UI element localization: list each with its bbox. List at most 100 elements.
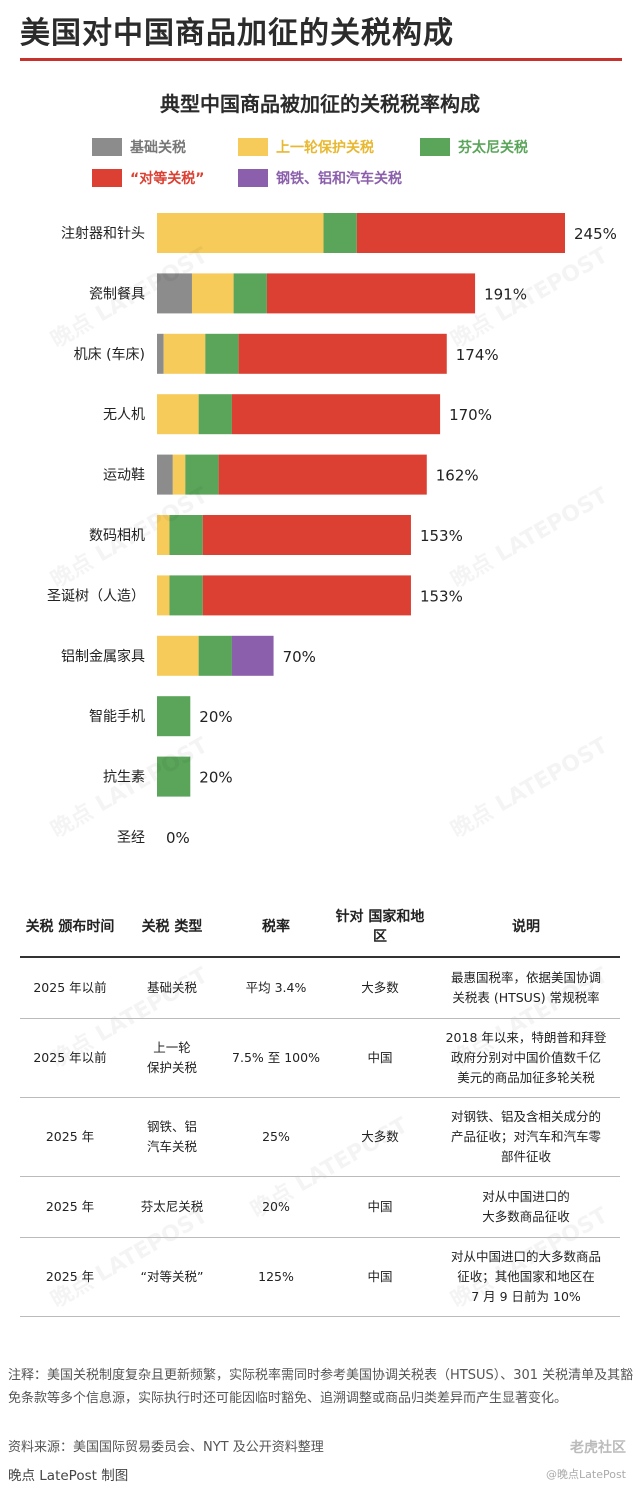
bar-segment-previous	[191, 273, 234, 314]
bar-value-label: 174%	[456, 346, 499, 364]
legend-swatch	[238, 138, 268, 156]
table-header: 针对 国家和地区	[328, 898, 432, 958]
bar-segment-fentanyl	[198, 635, 232, 676]
table-header: 关税 颁布时间	[20, 898, 120, 958]
tariff-table: 关税 颁布时间 关税 类型 税率 针对 国家和地区 说明 2025 年以前 基础…	[20, 898, 620, 1317]
table-cell: 钢铁、铝 汽车关税	[120, 1097, 224, 1177]
bar-segment-previous	[172, 454, 186, 495]
category-label: 瓷制餐具	[89, 286, 145, 302]
legend-swatch	[238, 169, 268, 187]
bar-segment-reciprocal	[202, 515, 411, 555]
table-cell: 平均 3.4%	[224, 957, 328, 1019]
bar-segment-base	[157, 333, 164, 374]
table-cell: 2025 年以前	[20, 1018, 120, 1098]
legend-item-previous: 上一轮保护关税	[238, 137, 374, 157]
legend-label: 上一轮保护关税	[276, 140, 374, 156]
table-header: 关税 类型	[120, 898, 224, 958]
table-cell: 中国	[328, 1018, 432, 1098]
bar-value-label: 20%	[199, 769, 232, 787]
table-cell: 最惠国税率，依据美国协调 关税表 (HTSUS) 常规税率	[432, 957, 620, 1019]
table-cell: 对钢铁、铝及含相关成分的 产品征收；对汽车和汽车零 部件征收	[432, 1097, 620, 1177]
table-row: 2025 年 芬太尼关税 20% 中国 对从中国进口的 大多数商品征收	[20, 1176, 620, 1238]
category-label: 抗生素	[103, 770, 145, 786]
bar-segment-reciprocal	[218, 454, 427, 495]
table-cell: 中国	[328, 1176, 432, 1238]
legend-label: “对等关税”	[130, 171, 205, 187]
bar-segment-previous	[157, 635, 199, 676]
legend-item-steel: 钢铁、铝和汽车关税	[238, 168, 402, 188]
table-cell: 2025 年以前	[20, 957, 120, 1019]
bar-value-label: 0%	[166, 829, 190, 847]
table-cell: 7.5% 至 100%	[224, 1018, 328, 1098]
table-header: 说明	[432, 898, 620, 958]
bar-segment-fentanyl	[157, 696, 191, 737]
bar-segment-reciprocal	[238, 333, 447, 374]
bar-segment-base	[157, 273, 192, 314]
bar-segment-previous	[163, 333, 206, 374]
table-cell: 2018 年以来，特朗普和拜登 政府分别对中国价值数千亿 美元的商品加征多轮关税	[432, 1018, 620, 1098]
table-row: 2025 年 “对等关税” 125% 中国 对从中国进口的大多数商品 征收；其他…	[20, 1237, 620, 1317]
chart-title: 典型中国商品被加征的关税税率构成	[160, 92, 480, 116]
bar-segment-steel	[231, 635, 274, 676]
category-label: 运动鞋	[103, 468, 145, 484]
bar-value-label: 191%	[484, 285, 527, 303]
table-header: 税率	[224, 898, 328, 958]
legend-item-fentanyl: 芬太尼关税	[420, 137, 528, 157]
bar-segment-reciprocal	[266, 273, 476, 314]
category-label: 铝制金属家具	[61, 648, 145, 665]
title-divider	[20, 58, 622, 61]
bar-value-label: 245%	[574, 225, 617, 243]
table-cell: “对等关税”	[120, 1237, 224, 1317]
table-cell: 2025 年	[20, 1097, 120, 1177]
stacked-bar-chart: 注射器和针头 245% 瓷制餐具 191% 机床 (车床) 174% 无人机 170% 运动鞋 1…	[47, 213, 617, 847]
table-cell: 对从中国进口的 大多数商品征收	[432, 1176, 620, 1238]
community-brand-mark: 老虎社区	[570, 1440, 626, 1456]
table-cell: 25%	[224, 1097, 328, 1177]
author-handle: @晚点LatePost	[546, 1468, 626, 1481]
bar-segment-reciprocal	[356, 213, 565, 253]
bar-segment-fentanyl	[185, 454, 219, 495]
category-label: 圣诞树（人造）	[47, 588, 145, 604]
legend-item-base: 基础关税	[92, 137, 186, 157]
bar-segment-previous	[157, 213, 324, 253]
category-label: 无人机	[103, 407, 145, 423]
footer-credit: 晚点 LatePost 制图	[8, 1468, 129, 1484]
legend-item-reciprocal: “对等关税”	[92, 168, 204, 188]
bar-segment-fentanyl	[198, 394, 232, 435]
legend-swatch	[92, 138, 122, 156]
bar-segment-previous	[157, 575, 170, 616]
category-label: 机床 (车床)	[74, 346, 145, 363]
bar-value-label: 20%	[199, 708, 232, 726]
table-cell: 2025 年	[20, 1176, 120, 1238]
legend-label: 基础关税	[130, 140, 186, 156]
table-cell: 大多数	[328, 957, 432, 1019]
table-cell: 125%	[224, 1237, 328, 1317]
bar-segment-reciprocal	[202, 575, 411, 616]
bar-segment-previous	[157, 515, 170, 555]
table-cell: 上一轮 保护关税	[120, 1018, 224, 1098]
table-cell: 20%	[224, 1176, 328, 1238]
bar-value-label: 170%	[449, 406, 492, 424]
legend-swatch	[420, 138, 450, 156]
table-cell: 2025 年	[20, 1237, 120, 1317]
footer-note: 注释：美国关税制度复杂且更新频繁，实际税率需同时参考美国协调关税表（HTSUS）…	[8, 1368, 634, 1406]
bar-value-label: 162%	[436, 467, 479, 485]
bar-segment-fentanyl	[233, 273, 267, 314]
bar-value-label: 153%	[420, 587, 463, 605]
bar-segment-base	[157, 454, 173, 495]
bar-segment-fentanyl	[169, 575, 203, 616]
legend-label: 钢铁、铝和汽车关税	[276, 171, 402, 187]
legend-label: 芬太尼关税	[458, 140, 528, 156]
bar-segment-fentanyl	[205, 333, 239, 374]
bar-segment-fentanyl	[169, 515, 203, 555]
table-cell: 芬太尼关税	[120, 1176, 224, 1238]
page-title: 美国对中国商品加征的关税构成	[20, 16, 454, 51]
bar-segment-previous	[157, 394, 199, 435]
bar-segment-reciprocal	[231, 394, 441, 435]
table-cell: 对从中国进口的大多数商品 征收；其他国家和地区在 7 月 9 日前为 10%	[432, 1237, 620, 1317]
bar-segment-fentanyl	[157, 756, 191, 797]
table-row: 2025 年以前 上一轮 保护关税 7.5% 至 100% 中国 2018 年以…	[20, 1018, 620, 1098]
category-label: 智能手机	[89, 709, 145, 725]
category-label: 数码相机	[89, 528, 145, 544]
footer-source: 资料来源：美国国际贸易委员会、NYT 及公开资料整理	[8, 1440, 324, 1455]
